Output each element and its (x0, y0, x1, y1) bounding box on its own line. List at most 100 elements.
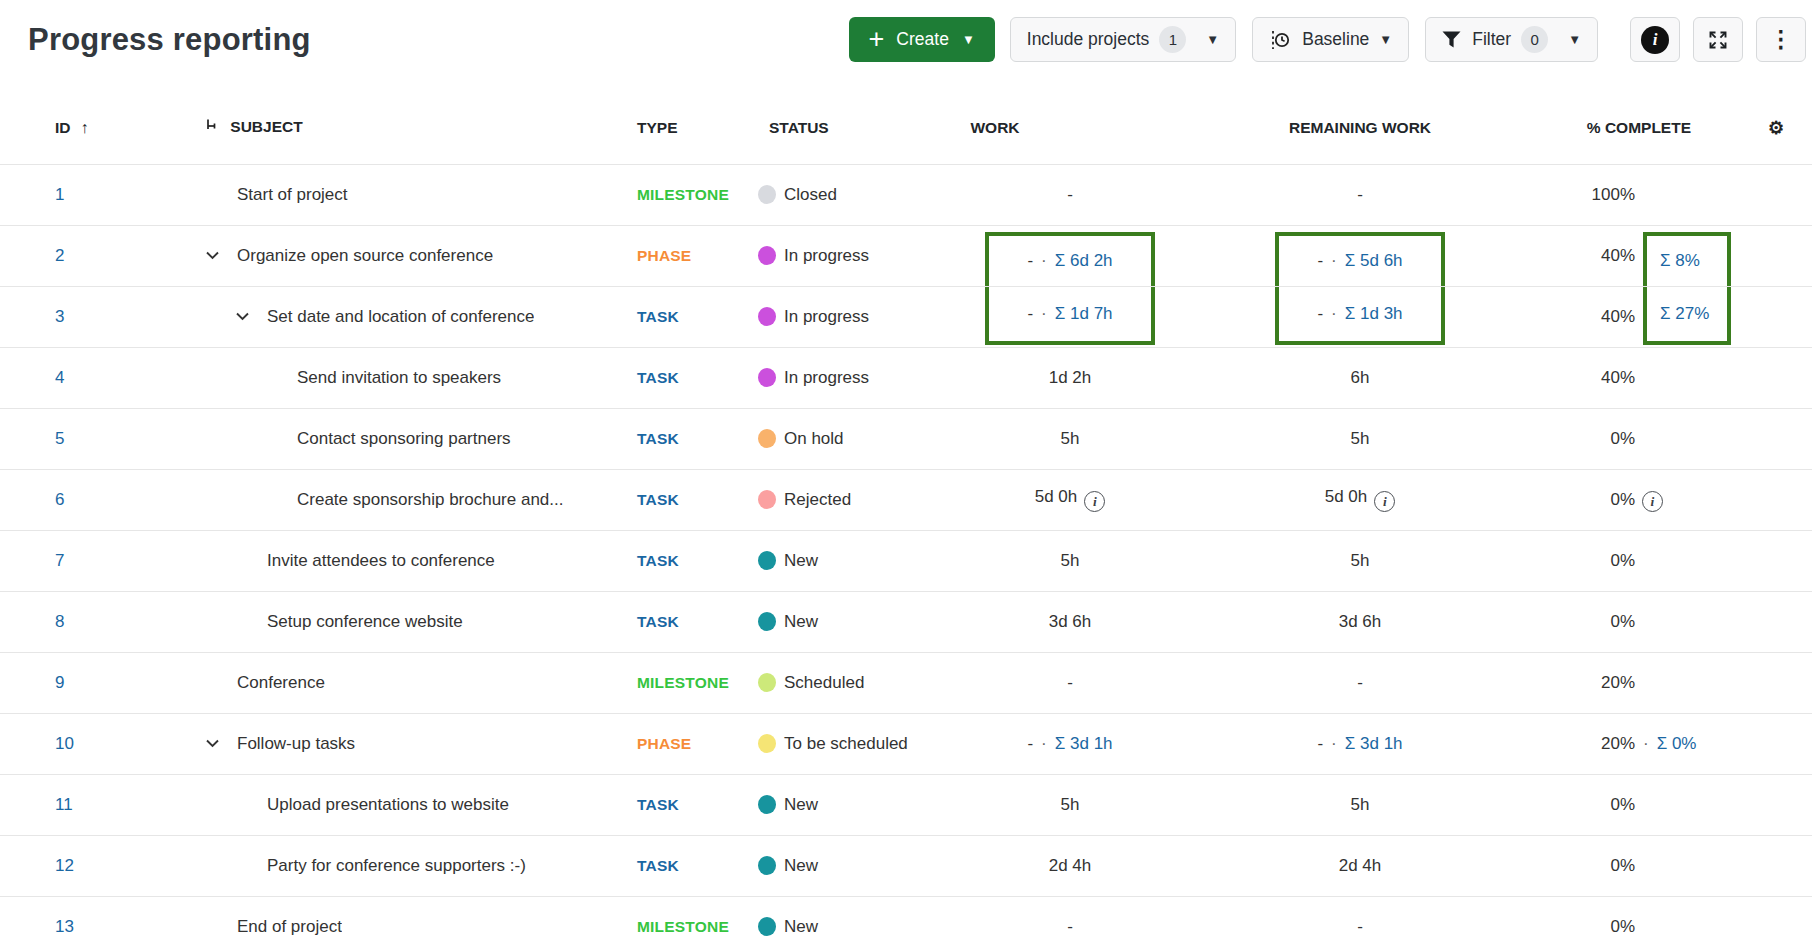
table-row[interactable]: 10Follow-up tasksPHASETo be scheduled-·Σ… (0, 713, 1812, 774)
column-header-subject[interactable]: SUBJECT (135, 92, 635, 164)
work-package-id-link[interactable]: 13 (55, 917, 74, 936)
table-settings-button[interactable]: ⚙ (1740, 92, 1812, 164)
column-header-type[interactable]: TYPE (635, 92, 750, 164)
subject-link[interactable]: Set date and location of conference (267, 307, 534, 327)
row-actions-cell (1740, 164, 1812, 225)
separator-dot: · (1331, 251, 1337, 271)
table-row[interactable]: 12Party for conference supporters :-)TAS… (0, 835, 1812, 896)
sum-value-link[interactable]: Σ 8% (1660, 251, 1700, 271)
work-value: 5h (1351, 429, 1370, 448)
work-package-id-link[interactable]: 12 (55, 856, 74, 875)
status-label: On hold (784, 429, 844, 449)
work-package-id-link[interactable]: 8 (55, 612, 64, 631)
sum-value-link[interactable]: Σ 3d 1h (1055, 734, 1113, 754)
work-package-id-link[interactable]: 5 (55, 429, 64, 448)
sum-value-link[interactable]: Σ 5d 6h (1345, 251, 1403, 271)
subject-link[interactable]: Invite attendees to conference (267, 551, 495, 571)
annotation-box: Σ 8% (1643, 232, 1731, 286)
funnel-icon (1442, 31, 1461, 48)
work-package-id-link[interactable]: 9 (55, 673, 64, 692)
subject-link[interactable]: Send invitation to speakers (297, 368, 501, 388)
kebab-menu-icon: ⋮ (1770, 26, 1793, 53)
sum-value-link[interactable]: Σ 1d 7h (1055, 304, 1113, 324)
sum-value-link[interactable]: Σ 0% (1657, 734, 1697, 754)
more-menu-button[interactable]: ⋮ (1756, 17, 1806, 62)
table-row[interactable]: 7Invite attendees to conferenceTASKNew5h… (0, 530, 1812, 591)
subject-link[interactable]: Setup conference website (267, 612, 463, 632)
chevron-down-icon[interactable] (205, 248, 220, 263)
subject-link[interactable]: Conference (237, 673, 325, 693)
info-circle-icon[interactable]: i (1084, 491, 1105, 512)
table-row[interactable]: 9ConferenceMILESTONEScheduled--20% (0, 652, 1812, 713)
table-row[interactable]: 8Setup conference websiteTASKNew3d 6h3d … (0, 591, 1812, 652)
sum-value-link[interactable]: Σ 27% (1660, 304, 1709, 324)
info-button[interactable]: i (1630, 17, 1680, 62)
baseline-clock-icon (1269, 29, 1291, 51)
gear-icon: ⚙ (1768, 118, 1784, 138)
table-row[interactable]: 3Set date and location of conferenceTASK… (0, 286, 1812, 347)
chevron-down-icon[interactable] (205, 736, 220, 751)
table-row[interactable]: 11Upload presentations to websiteTASKNew… (0, 774, 1812, 835)
column-header-status[interactable]: STATUS (750, 92, 930, 164)
percent-complete-value: 0% (1510, 795, 1635, 815)
work-package-id-link[interactable]: 1 (55, 185, 64, 204)
work-package-id-link[interactable]: 3 (55, 307, 64, 326)
toolbar: + Create ▼ Include projects 1 ▼ Baseline (849, 17, 1806, 62)
work-package-id-link[interactable]: 10 (55, 734, 74, 753)
work-package-id-link[interactable]: 6 (55, 490, 64, 509)
column-header-percent-complete[interactable]: % COMPLETE (1510, 92, 1740, 164)
type-label: MILESTONE (637, 918, 729, 935)
sum-value-link[interactable]: Σ 3d 1h (1345, 734, 1403, 754)
table-row[interactable]: 13End of projectMILESTONENew--0% (0, 896, 1812, 942)
sum-value-link[interactable]: Σ 1d 3h (1345, 304, 1403, 324)
create-button[interactable]: + Create ▼ (849, 17, 995, 62)
row-actions-cell (1740, 347, 1812, 408)
subject-link[interactable]: End of project (237, 917, 342, 937)
percent-complete-value: 20% (1510, 734, 1635, 754)
subject-link[interactable]: Follow-up tasks (237, 734, 355, 754)
page-header: Progress reporting + Create ▼ Include pr… (0, 0, 1812, 92)
subject-link[interactable]: Start of project (237, 185, 348, 205)
column-header-remaining-work[interactable]: REMAINING WORK (1210, 92, 1510, 164)
column-header-work[interactable]: WORK (930, 92, 1210, 164)
caret-down-icon: ▼ (1206, 33, 1219, 46)
subject-link[interactable]: Organize open source conference (237, 246, 493, 266)
table-row[interactable]: 4Send invitation to speakersTASKIn progr… (0, 347, 1812, 408)
filter-button[interactable]: Filter 0 ▼ (1425, 17, 1598, 62)
sum-value-link[interactable]: Σ 6d 2h (1055, 251, 1113, 271)
info-circle-icon[interactable]: i (1374, 491, 1395, 512)
status-label: New (784, 795, 818, 815)
fullscreen-button[interactable] (1693, 17, 1743, 62)
work-package-id-link[interactable]: 4 (55, 368, 64, 387)
subject-link[interactable]: Create sponsorship brochure and... (297, 490, 564, 510)
filter-badge: 0 (1521, 26, 1548, 53)
hierarchy-icon (205, 119, 222, 136)
include-projects-badge: 1 (1159, 26, 1186, 53)
percent-complete-value: 40% (1510, 307, 1635, 327)
subject-link[interactable]: Upload presentations to website (267, 795, 509, 815)
work-value: 5h (1061, 429, 1080, 448)
table-row[interactable]: 2Organize open source conferencePHASEIn … (0, 225, 1812, 286)
table-row[interactable]: 5Contact sponsoring partnersTASKOn hold5… (0, 408, 1812, 469)
work-value: 5h (1351, 795, 1370, 814)
status-dot-icon (758, 856, 776, 875)
table-row[interactable]: 1Start of projectMILESTONEClosed--100% (0, 164, 1812, 225)
work-package-id-link[interactable]: 11 (55, 795, 73, 814)
annotation-box: Σ 27% (1643, 287, 1731, 345)
work-package-id-link[interactable]: 2 (55, 246, 64, 265)
work-package-id-link[interactable]: 7 (55, 551, 64, 570)
info-circle-icon[interactable]: i (1642, 491, 1663, 512)
baseline-button[interactable]: Baseline ▼ (1252, 17, 1409, 62)
row-actions-cell (1740, 774, 1812, 835)
subject-link[interactable]: Party for conference supporters :-) (267, 856, 526, 876)
column-header-id[interactable]: ID↑ (0, 92, 135, 164)
separator-dot: · (1331, 304, 1337, 324)
type-label: PHASE (637, 735, 691, 752)
chevron-down-icon[interactable] (235, 309, 250, 324)
row-actions-cell (1740, 408, 1812, 469)
include-projects-button[interactable]: Include projects 1 ▼ (1010, 17, 1236, 62)
subject-link[interactable]: Contact sponsoring partners (297, 429, 511, 449)
work-value: - (1317, 304, 1323, 324)
percent-complete-value: 0% (1510, 856, 1635, 876)
table-row[interactable]: 6Create sponsorship brochure and...TASKR… (0, 469, 1812, 530)
